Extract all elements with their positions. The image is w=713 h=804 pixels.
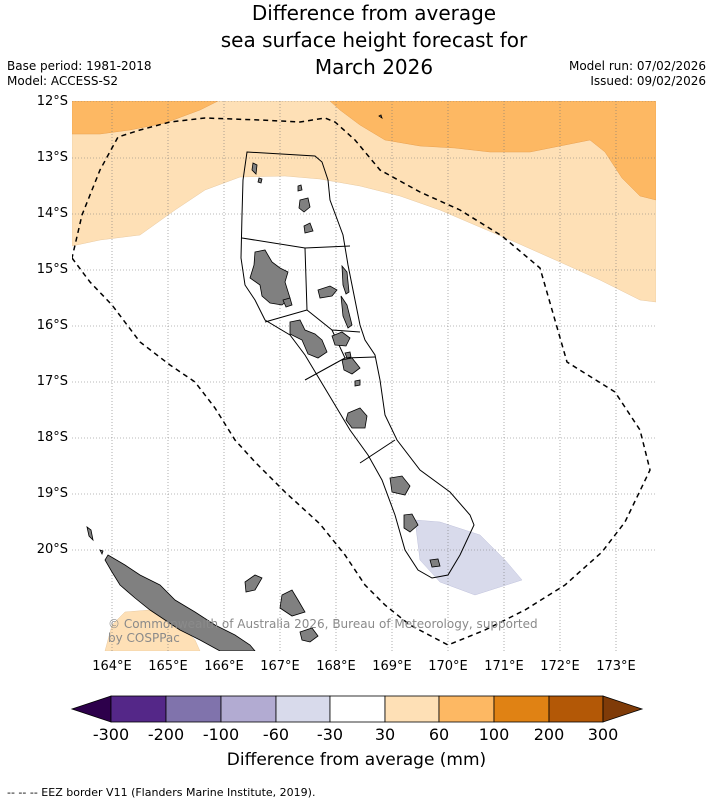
colorbar-label: -300 (92, 725, 130, 744)
island-small-north (378, 114, 383, 119)
colorbar-bin-5 (329, 695, 386, 723)
graticule (72, 101, 656, 651)
model-run: Model run: 07/02/2026 (568, 59, 706, 73)
lon-label: 165°E (148, 659, 188, 674)
colorbar-bin-3 (220, 695, 277, 723)
colorbar-extend-high (602, 695, 644, 723)
colorbar-bin-4 (275, 695, 331, 723)
eez-legend-footer: -- -- -- EEZ border V11 (Flanders Marine… (7, 786, 316, 799)
lon-label: 171°E (484, 659, 524, 674)
meta-right: Model run: 07/02/2026 Issued: 09/02/2026 (569, 59, 706, 89)
colorbar-bin-1 (110, 695, 167, 723)
lon-label: 167°E (260, 659, 300, 674)
title-line-3: March 2026 (314, 55, 434, 79)
colorbar-bin-6 (384, 695, 440, 723)
lat-label: 16°S (36, 318, 68, 333)
island-malo (282, 297, 293, 308)
lat-label: 13°S (36, 150, 68, 165)
colorbar-label: 60 (428, 725, 450, 744)
lat-label: 14°S (36, 206, 68, 221)
lat-label: 17°S (36, 374, 68, 389)
island-mare (299, 627, 319, 643)
island-tanna (403, 513, 419, 533)
meta-left: Base period: 1981-2018 Model: ACCESS-S2 (7, 59, 152, 89)
colorbar-label: 30 (374, 725, 396, 744)
copyright-line-1: © Commonwealth of Australia 2026, Bureau… (108, 617, 538, 631)
colorbar-bin-2 (165, 695, 222, 723)
island-paama (344, 351, 352, 359)
island-torres (251, 162, 258, 175)
island-erromango (389, 475, 411, 496)
colorbar (70, 695, 644, 723)
lat-label: 20°S (36, 542, 68, 557)
colorbar-extend-low (70, 695, 112, 723)
colorbar-label: -200 (147, 725, 185, 744)
island-ambrym (331, 331, 351, 347)
lat-label: 12°S (36, 94, 68, 109)
base-period: Base period: 1981-2018 (7, 59, 152, 73)
lon-label: 169°E (372, 659, 412, 674)
island-vanua-lava (297, 184, 303, 192)
island-grande-terre (104, 554, 256, 651)
copyright-line-2: by COSPPac (108, 631, 180, 645)
map-title: Difference from average sea surface heig… (0, 0, 713, 81)
title-line-2: sea surface height forecast for (220, 28, 528, 52)
island-aneityum (429, 558, 441, 568)
colorbar-label: -30 (316, 725, 344, 744)
island-epi (341, 357, 361, 375)
colorbar-label: -60 (262, 725, 290, 744)
island-mere-lava (303, 222, 314, 234)
island-malakula (289, 319, 328, 359)
copyright-notice: © Commonwealth of Australia 2026, Bureau… (108, 617, 538, 645)
lat-label: 18°S (36, 430, 68, 445)
lon-label: 168°E (316, 659, 356, 674)
colorbar-bin-7 (438, 695, 495, 723)
island-pentecost (340, 295, 353, 329)
title-line-1: Difference from average (251, 1, 497, 25)
island-maewo (341, 264, 350, 295)
colorbar-label: 200 (533, 725, 565, 744)
island-tiny-1 (99, 549, 104, 556)
lon-label: 172°E (540, 659, 580, 674)
issued-date: Issued: 09/02/2026 (590, 74, 706, 88)
map-area (72, 101, 656, 651)
island-tongoa (354, 379, 361, 387)
lon-label: 166°E (204, 659, 244, 674)
lon-label: 173°E (596, 659, 636, 674)
colorbar-label: -100 (202, 725, 240, 744)
model-name: Model: ACCESS-S2 (7, 74, 119, 88)
lon-label: 164°E (92, 659, 132, 674)
lon-label: 170°E (428, 659, 468, 674)
colorbar-bin-9 (548, 695, 604, 723)
island-lifou (279, 589, 306, 617)
colorbar-title: Difference from average (mm) (226, 750, 487, 770)
anomaly-region-60-100-east (329, 101, 656, 201)
island-ambae (317, 285, 338, 299)
island-efate (345, 407, 368, 429)
island-belep (86, 526, 94, 542)
eez-border (72, 117, 651, 646)
island-ouvea (244, 574, 263, 593)
island-ureparapara (257, 177, 263, 184)
province-boundaries (240, 151, 475, 579)
new-caledonia (86, 526, 319, 651)
vanuatu-islands (249, 114, 441, 568)
colorbar-label: 100 (478, 725, 510, 744)
island-gaua (298, 197, 311, 213)
lat-label: 15°S (36, 262, 68, 277)
anomaly-region-60-100-west (72, 101, 219, 135)
colorbar-bin-8 (493, 695, 550, 723)
colorbar-label: 300 (587, 725, 619, 744)
lat-label: 19°S (36, 486, 68, 501)
